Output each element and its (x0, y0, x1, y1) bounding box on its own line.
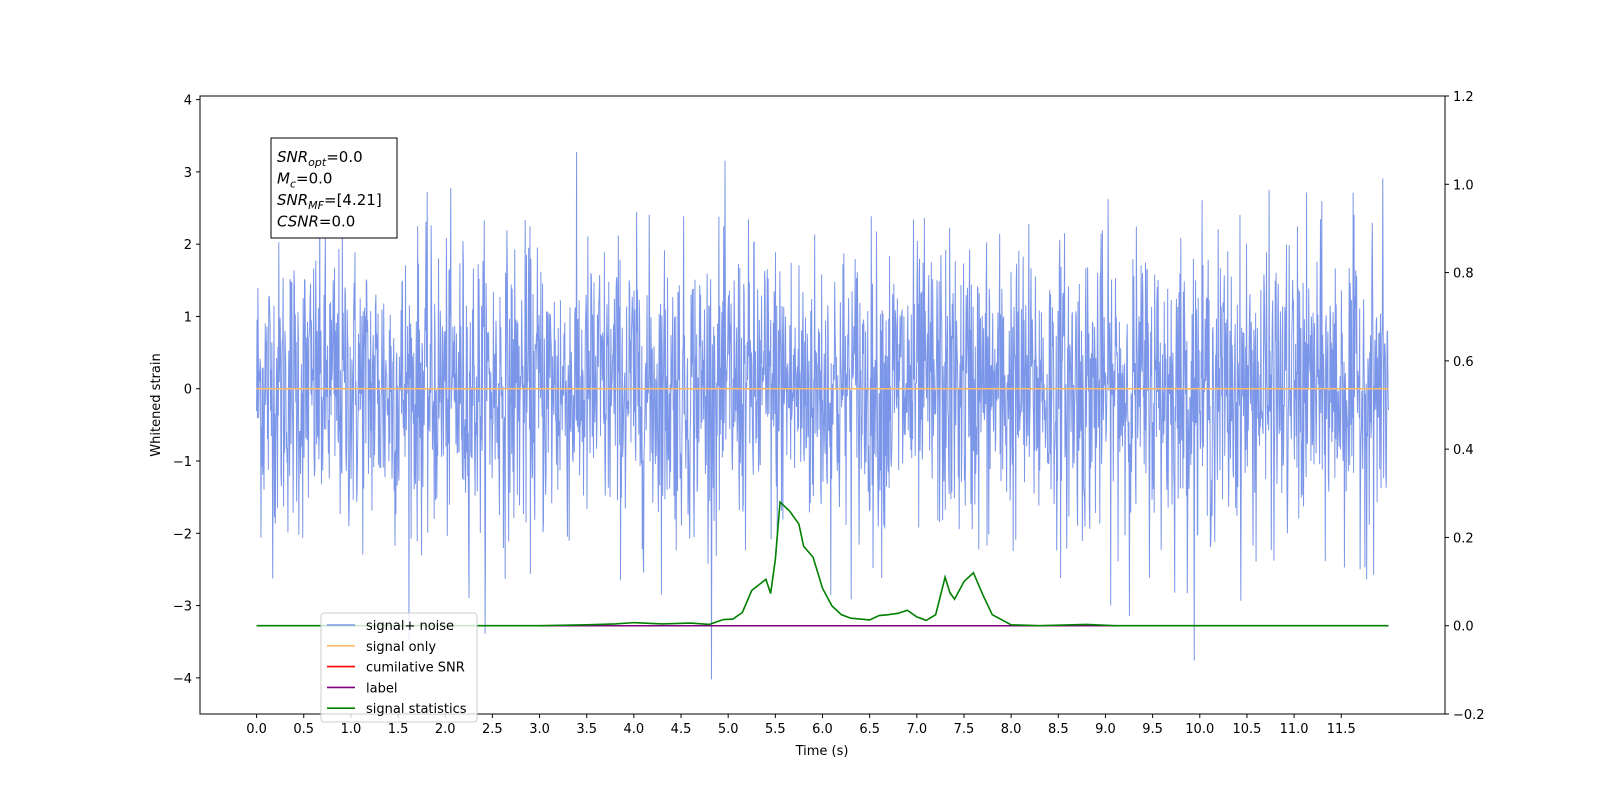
x-tick-label: 3.0 (529, 722, 550, 737)
x-tick-label: 9.5 (1142, 722, 1163, 737)
x-tick-label: 9.0 (1095, 722, 1116, 737)
x-tick-label: 4.5 (671, 722, 692, 737)
x-tick-label: 10.5 (1232, 722, 1261, 737)
info-box-symbol: SNR (277, 148, 308, 166)
info-box-subscript: opt (308, 156, 327, 169)
info-box-value: =[4.21] (324, 191, 382, 209)
x-tick-label: 11.5 (1327, 722, 1356, 737)
x-tick-label: 8.5 (1048, 722, 1069, 737)
x-tick-label: 6.0 (812, 722, 833, 737)
y2-tick-label: 1.0 (1453, 178, 1474, 193)
x-tick-label: 1.5 (388, 722, 409, 737)
info-box-line: SNRMF=[4.21] (277, 191, 382, 212)
y-tick-label: 4 (184, 94, 192, 109)
info-box-subscript: c (290, 178, 296, 191)
y2-tick-label: 0.8 (1453, 267, 1474, 282)
series-line-signal-noise (256, 152, 1389, 680)
series-layer (256, 152, 1389, 680)
x-tick-label: 10.0 (1185, 722, 1214, 737)
y-tick-label: 2 (184, 238, 192, 253)
x-tick-label: 5.5 (765, 722, 786, 737)
y-axis-label: Whitened strain (149, 353, 164, 456)
y-tick-label: −1 (173, 455, 192, 470)
y2-tick-label: 0.6 (1453, 355, 1474, 370)
x-axis-label: Time (s) (795, 744, 849, 759)
info-box-value: =0.0 (326, 148, 362, 166)
y-axis-right: −0.2 0.0 0.2 0.4 0.6 0.8 1.0 1.2 (1445, 90, 1485, 723)
y-tick-label: −2 (173, 527, 192, 542)
x-tick-label: 5.0 (718, 722, 739, 737)
y2-tick-label: 0.0 (1453, 620, 1474, 635)
legend-entry: cumilative SNR (366, 661, 465, 676)
y-tick-label: −3 (173, 600, 192, 615)
y-tick-label: 1 (184, 310, 192, 325)
info-box-value: =0.0 (296, 170, 332, 188)
info-box-symbol: M (277, 170, 290, 188)
x-tick-label: 2.0 (435, 722, 456, 737)
info-box-frame (270, 137, 398, 239)
x-tick-label: 7.0 (906, 722, 927, 737)
x-tick-label: 7.5 (954, 722, 975, 737)
x-tick-label: 4.0 (624, 722, 645, 737)
x-tick-label: 1.0 (341, 722, 362, 737)
info-box-symbol: CSNR (277, 213, 319, 231)
x-tick-label: 8.0 (1001, 722, 1022, 737)
info-box-line: SNRopt=0.0 (277, 148, 363, 169)
legend: signal+ noise signal only cumilative SNR la… (320, 612, 478, 723)
info-box-symbol: SNR (277, 191, 308, 209)
x-tick-label: 0.0 (246, 722, 267, 737)
y2-tick-label: 1.2 (1453, 90, 1474, 105)
info-box-line: Mc=0.0 (277, 170, 332, 191)
x-axis: 0.0 0.5 1.0 1.5 2.0 2.5 3.0 3.5 4.0 4.5 5.0 5.5 6.0 6… (246, 714, 1356, 737)
legend-entry: signal only (366, 640, 436, 655)
y2-tick-label: 0.2 (1453, 531, 1474, 546)
x-tick-label: 3.5 (576, 722, 597, 737)
legend-entry: signal statistics (366, 702, 467, 717)
y-tick-label: 0 (184, 383, 192, 398)
x-tick-label: 0.5 (293, 722, 314, 737)
x-tick-label: 11.0 (1280, 722, 1309, 737)
series-line-signal-statistics (256, 500, 1389, 627)
info-box-line: CSNR=0.0 (277, 213, 355, 231)
legend-entry: signal+ noise (366, 619, 454, 634)
x-tick-label: 6.5 (859, 722, 880, 737)
legend-frame (320, 612, 478, 723)
y-tick-label: −4 (173, 672, 192, 687)
info-box-value: =0.0 (319, 213, 355, 231)
x-tick-label: 2.5 (482, 722, 503, 737)
legend-entry: label (366, 681, 397, 696)
info-box-subscript: MF (308, 199, 324, 212)
y2-tick-label: −0.2 (1453, 708, 1485, 723)
y2-tick-label: 0.4 (1453, 443, 1474, 458)
y-tick-label: 3 (184, 166, 192, 181)
y-axis-left: −4 −3 −2 −1 0 1 2 3 4 (173, 94, 200, 687)
